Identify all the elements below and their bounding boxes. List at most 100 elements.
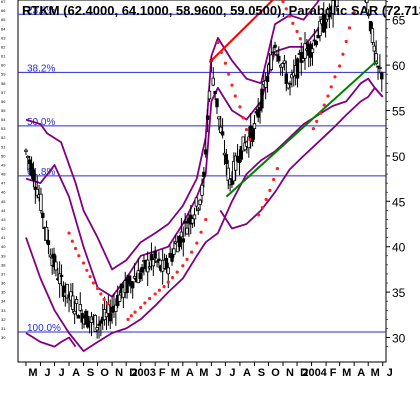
left-scale-label: 42 [1,226,6,231]
candlesticks [24,0,384,339]
left-scale-label: 50 [1,153,6,158]
y-tick-label: 55 [392,105,406,119]
sar-dot [287,14,292,18]
candle-body [331,0,335,14]
candle-body [125,279,129,294]
x-tick-label: D [129,367,137,379]
x-tick-label: A [186,367,194,379]
sar-dot [244,127,249,132]
candle-body [325,8,330,20]
sar-dot [147,296,152,301]
candle-body [157,258,161,262]
left-scale-label: 44 [1,208,6,213]
left-scale-label: 57 [1,90,6,95]
sar-dot [102,297,106,301]
x-tick-label: 2004 [302,367,327,379]
candle-body [131,281,135,289]
candle-body [376,65,380,68]
candle-body [200,184,204,196]
candle-body [151,259,156,267]
candle-body [59,274,64,278]
candle-body [374,53,378,65]
candle-body [164,258,169,270]
candle-body [303,43,307,59]
x-tick-label: A [243,367,251,379]
sar-dot [347,26,352,30]
sar-dot [318,111,323,115]
x-tick-label: M [199,367,208,379]
x-tick-label: M [171,367,180,379]
candle-body [149,253,154,261]
sar-dot [91,281,95,285]
left-scale-label: 53 [1,126,6,131]
left-scale-label: 60 [1,63,6,68]
left-scale-label: 36 [1,281,6,286]
candle-body [222,152,227,156]
fib-level-label: 100.0% [27,323,61,334]
candle-body [316,34,320,39]
candle-body [24,149,28,152]
y-tick-label: 45 [392,195,406,209]
candle-body [57,273,62,285]
x-tick-label: N [286,367,294,379]
sar-dot [126,317,130,321]
candle-body [48,254,53,258]
left-scale-label: 58 [1,81,6,86]
left-scale-label: 51 [1,144,6,149]
x-tick-label: J [229,367,235,379]
x-tick-label: S [87,367,94,379]
candle-body [282,60,287,64]
candle-body [155,261,159,263]
left-scale-label: 61 [1,54,6,59]
candle-body [52,253,56,268]
sar-dot [129,314,133,318]
x-tick-label: F [159,367,166,379]
trendline-lower [225,59,378,198]
candle-body [74,299,79,304]
sar-dot [170,275,175,280]
candle-body [78,304,82,311]
left-scale-label: 33 [1,308,6,313]
candle-body [41,212,45,219]
sar-dot [81,261,86,265]
left-scale-label: 67 [1,0,6,4]
left-scale-label: 49 [1,162,6,167]
x-tick-label: 2003 [131,367,155,379]
candle-body [365,0,369,3]
candle-body [295,58,300,79]
sar-dot [185,257,189,262]
candle-body [177,235,182,248]
candle-body [275,53,279,56]
x-tick-label: N [115,367,123,379]
candle-body [170,254,174,262]
left-scale-labels: 30 31 32 33 34 35 36 37 38 39 40 41 42 43 44 45 46 47 48 49… [1,0,6,340]
candle-body [192,214,197,220]
x-tick-label: M [371,367,380,379]
candle-body [35,188,39,197]
sar-dot [88,275,92,279]
candle-body [204,149,208,155]
candle-body [380,72,384,80]
candle-body [235,155,240,162]
sar-dot [99,292,103,296]
candle-body [198,199,202,205]
bollinger-lower-band [25,77,384,353]
candle-body [366,14,371,17]
candle-body [153,250,157,259]
left-scale-label: 64 [1,26,6,31]
candle-body [140,266,144,273]
sar-dot [85,268,89,272]
candle-body [265,75,270,83]
candle-body [28,159,32,164]
sar-dot [77,254,81,258]
candle-body [217,116,221,120]
sar-dot [264,197,268,202]
candle-body [147,266,152,269]
x-tick-label: A [357,367,365,379]
candle-body [220,131,225,136]
candle-body [327,14,332,18]
left-scale-label: 37 [1,271,6,276]
candle-body [301,58,305,62]
y-tick-label: 50 [392,150,406,164]
y-tick-label: 35 [392,286,406,300]
